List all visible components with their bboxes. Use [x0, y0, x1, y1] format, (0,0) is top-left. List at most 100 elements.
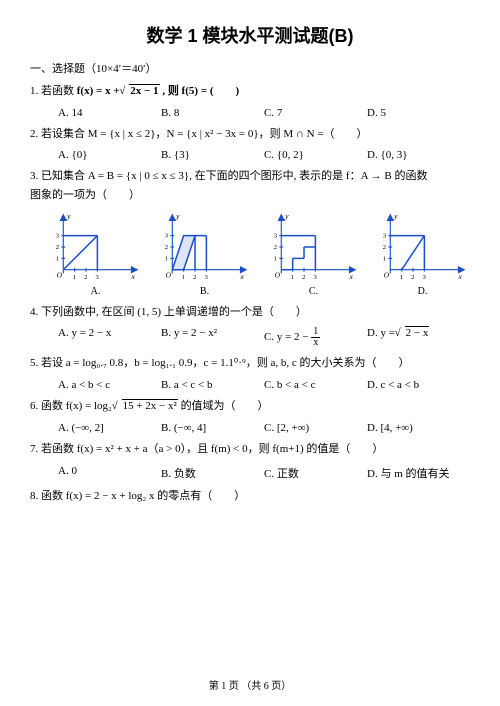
- svg-text:y: y: [393, 211, 398, 220]
- q4-D: D. y = 2 − x: [367, 327, 470, 348]
- svg-text:y: y: [66, 211, 71, 220]
- q5-options: A. a < b < c B. a < c < b C. b < a < c D…: [58, 379, 470, 391]
- q1-post: , 则 f(5) = ( ): [162, 85, 239, 97]
- q5-A: A. a < b < c: [58, 379, 161, 391]
- plot-D-label: D.: [375, 286, 470, 297]
- q2-C: C. {0, 2}: [264, 149, 367, 161]
- svg-text:2: 2: [193, 274, 196, 281]
- plot-A: O 1 2 3 1 2 3 x y: [48, 211, 143, 283]
- svg-text:2: 2: [383, 244, 386, 251]
- q2-A: A. {0}: [58, 149, 161, 161]
- q1-pre: 1. 若函数: [30, 85, 77, 97]
- svg-text:O: O: [275, 270, 281, 279]
- svg-text:O: O: [384, 270, 390, 279]
- q7-C: C. 正数: [264, 465, 367, 481]
- q5-C: C. b < a < c: [264, 379, 367, 391]
- q1-rad: 2x − 1: [122, 82, 159, 101]
- svg-text:x: x: [131, 272, 136, 281]
- svg-text:1: 1: [291, 274, 294, 281]
- q4-options: A. y = 2 − x B. y = 2 − x² C. y = 2 − 1x…: [58, 327, 470, 348]
- q6-pre: 6. 函数 f(x) = log₂: [30, 400, 115, 412]
- plot-B: O 1 2 3 1 2 3 x y: [157, 211, 252, 283]
- svg-text:y: y: [284, 211, 289, 220]
- q4-A: A. y = 2 − x: [58, 327, 161, 348]
- q6-rad: 15 + 2x − x²: [115, 397, 178, 416]
- svg-text:1: 1: [182, 274, 185, 281]
- q4-C: C. y = 2 − 1x: [264, 327, 367, 348]
- svg-text:1: 1: [274, 255, 277, 262]
- q1-A: A. 14: [58, 107, 161, 119]
- svg-text:2: 2: [274, 244, 277, 251]
- q1-fx: f(x) = x +: [77, 85, 123, 97]
- q1-C: C. 7: [264, 107, 367, 119]
- q3-line2: 图象的一项为（ ）: [30, 186, 470, 205]
- svg-text:3: 3: [423, 274, 427, 281]
- svg-text:O: O: [166, 270, 172, 279]
- svg-text:3: 3: [165, 232, 169, 239]
- plot-C-label: C.: [266, 286, 361, 297]
- plot-D: O 1 2 3 1 2 3 x y: [375, 211, 470, 283]
- q1-D: D. 5: [367, 107, 470, 119]
- q7-options: A. 0 B. 负数 C. 正数 D. 与 m 的值有关: [58, 465, 470, 481]
- q7-D: D. 与 m 的值有关: [367, 465, 470, 481]
- plot-B-label: B.: [157, 286, 252, 297]
- question-3: 3. 已知集合 A = B = {x | 0 ≤ x ≤ 3}, 在下面的四个图…: [30, 167, 470, 204]
- q2-options: A. {0} B. {3} C. {0, 2} D. {0, 3}: [58, 149, 470, 161]
- q6-D: D. [4, +∞): [367, 422, 470, 434]
- svg-text:2: 2: [165, 244, 168, 251]
- svg-text:3: 3: [205, 274, 209, 281]
- svg-text:y: y: [175, 211, 180, 220]
- plot-C: O 1 2 3 1 2 3 x y: [266, 211, 361, 283]
- svg-text:2: 2: [411, 274, 414, 281]
- q1-B: B. 8: [161, 107, 264, 119]
- svg-text:1: 1: [56, 255, 59, 262]
- question-5: 5. 若设 a = log₀.₇ 0.8，b = log₁.₁ 0.9，c = …: [30, 354, 470, 373]
- svg-text:2: 2: [84, 274, 87, 281]
- svg-text:1: 1: [400, 274, 403, 281]
- svg-text:3: 3: [274, 232, 278, 239]
- question-8: 8. 函数 f(x) = 2 − x + log₂ x 的零点有（ ）: [30, 487, 470, 506]
- q2-D: D. {0, 3}: [367, 149, 470, 161]
- svg-text:2: 2: [56, 244, 59, 251]
- svg-text:1: 1: [383, 255, 386, 262]
- section-header: 一、选择题（10×4′＝40′）: [30, 60, 470, 76]
- q6-C: C. [2, +∞): [264, 422, 367, 434]
- q3-line1: 3. 已知集合 A = B = {x | 0 ≤ x ≤ 3}, 在下面的四个图…: [30, 167, 470, 186]
- q7-A: A. 0: [58, 465, 161, 481]
- question-1: 1. 若函数 f(x) = x + 2x − 1 , 则 f(5) = ( ): [30, 82, 470, 101]
- svg-text:3: 3: [96, 274, 100, 281]
- q5-B: B. a < c < b: [161, 379, 264, 391]
- q6-options: A. (−∞, 2] B. (−∞, 4] C. [2, +∞) D. [4, …: [58, 422, 470, 434]
- svg-text:x: x: [240, 272, 245, 281]
- question-7: 7. 若函数 f(x) = x² + x + a（a > 0），且 f(m) <…: [30, 440, 470, 459]
- q5-D: D. c < a < b: [367, 379, 470, 391]
- plot-C-wrap: O 1 2 3 1 2 3 x y C.: [266, 211, 361, 297]
- q6-A: A. (−∞, 2]: [58, 422, 161, 434]
- svg-text:2: 2: [302, 274, 305, 281]
- q6-B: B. (−∞, 4]: [161, 422, 264, 434]
- svg-text:x: x: [349, 272, 354, 281]
- plot-A-wrap: O 1 2 3 1 2 3 x y A.: [48, 211, 143, 297]
- question-4: 4. 下列函数中, 在区间 (1, 5) 上单调递增的一个是（ ）: [30, 303, 470, 322]
- q2-text: 2. 若设集合 M = {x | x ≤ 2}，N = {x | x² − 3x…: [30, 128, 368, 140]
- question-6: 6. 函数 f(x) = log₂ 15 + 2x − x² 的值域为（ ）: [30, 397, 470, 416]
- svg-text:O: O: [57, 270, 63, 279]
- plot-D-wrap: O 1 2 3 1 2 3 x y D.: [375, 211, 470, 297]
- svg-text:3: 3: [56, 232, 60, 239]
- svg-text:1: 1: [73, 274, 76, 281]
- page-title: 数学 1 模块水平测试题(B): [30, 22, 470, 48]
- svg-text:x: x: [458, 272, 463, 281]
- q2-B: B. {3}: [161, 149, 264, 161]
- q6-post: 的值域为（ ）: [181, 400, 269, 412]
- plot-A-label: A.: [48, 286, 143, 297]
- svg-text:1: 1: [165, 255, 168, 262]
- q4-B: B. y = 2 − x²: [161, 327, 264, 348]
- q4-text: 4. 下列函数中, 在区间 (1, 5) 上单调递增的一个是（ ）: [30, 306, 307, 318]
- svg-text:3: 3: [383, 232, 387, 239]
- q7-B: B. 负数: [161, 465, 264, 481]
- q3-plots: O 1 2 3 1 2 3 x y A.: [48, 211, 470, 297]
- question-2: 2. 若设集合 M = {x | x ≤ 2}，N = {x | x² − 3x…: [30, 125, 470, 144]
- page-footer: 第 1 页 （共 6 页）: [30, 677, 470, 692]
- q1-options: A. 14 B. 8 C. 7 D. 5: [58, 107, 470, 119]
- svg-text:3: 3: [314, 274, 318, 281]
